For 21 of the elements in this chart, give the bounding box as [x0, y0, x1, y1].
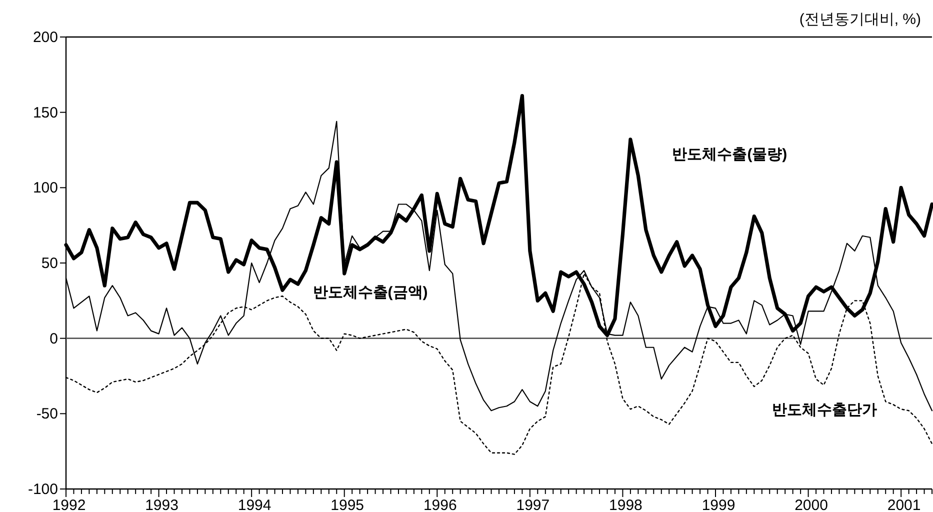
y-tick-label: 100 [32, 180, 58, 197]
y-tick-label: 0 [50, 330, 58, 348]
x-tick-label: 1997 [516, 497, 550, 512]
x-tick-label: 1992 [52, 497, 86, 512]
x-tick-label: 1998 [609, 497, 642, 512]
y-tick-label: 150 [32, 104, 58, 122]
series-name: 반도체수출(물량) [672, 146, 788, 164]
y-axis-title: (전년동기대비, %) [799, 11, 921, 28]
series-name: 반도체수출(금액) [312, 284, 428, 301]
x-tick-label: 1994 [238, 497, 272, 512]
x-tick-label: 1993 [145, 497, 178, 512]
x-tick-label: 1996 [423, 497, 457, 512]
y-tick-label: 50 [41, 255, 58, 272]
y-tick-label: 200 [32, 29, 58, 46]
y-tick-label: -100 [28, 481, 58, 498]
x-tick-label: 1995 [330, 497, 364, 512]
y-tick-label: -50 [36, 406, 58, 423]
x-tick-label: 1999 [702, 497, 736, 512]
x-tick-label: 2000 [794, 497, 828, 512]
x-tick-label: 2001 [887, 497, 921, 512]
series-name: 반도체수출단가 [772, 401, 877, 418]
